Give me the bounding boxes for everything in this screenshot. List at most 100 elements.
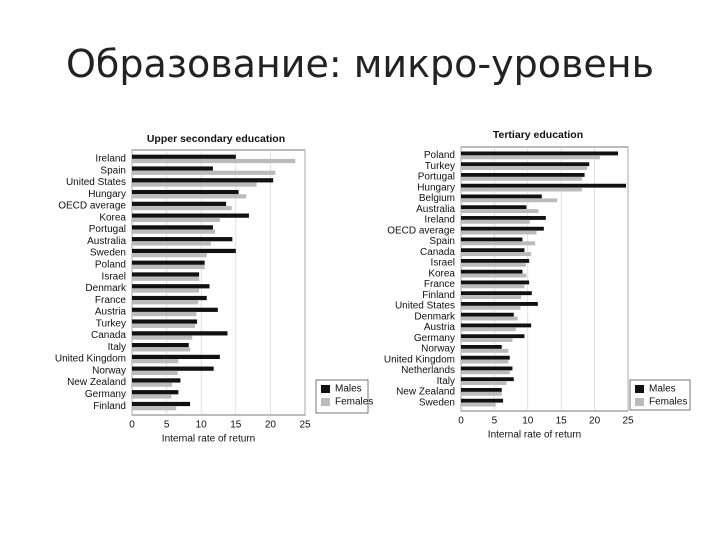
bar	[461, 219, 530, 224]
bar	[132, 276, 200, 281]
bar	[461, 305, 521, 310]
bar	[461, 194, 542, 199]
bar	[461, 269, 523, 274]
bar	[132, 288, 200, 293]
bar	[132, 370, 178, 376]
legend-label: Females	[649, 397, 687, 408]
x-tick-label: 0	[458, 416, 464, 427]
y-tick-label: New Zealand	[67, 377, 126, 388]
bar	[132, 154, 236, 159]
bar	[461, 187, 582, 192]
bar	[461, 316, 518, 321]
bar	[132, 194, 247, 199]
y-tick-label: United Kingdom	[55, 354, 126, 365]
y-tick-label: Portugal	[89, 224, 126, 235]
bar	[132, 311, 197, 317]
y-tick-label: Italy	[108, 342, 126, 353]
y-tick-label: Sweden	[419, 397, 455, 408]
bar	[461, 209, 539, 213]
x-axis-label: Internal rate of return	[162, 434, 255, 445]
bar	[461, 237, 523, 242]
bar	[132, 170, 276, 175]
bar	[461, 226, 544, 231]
x-tick-label: 5	[492, 416, 498, 427]
bar	[132, 158, 296, 164]
y-tick-label: United Kingdom	[384, 354, 455, 365]
bar	[461, 402, 496, 407]
y-tick-label: Ireland	[95, 154, 126, 165]
y-tick-label: Korea	[428, 268, 455, 279]
bar	[461, 176, 582, 181]
bar	[132, 253, 207, 258]
bar	[132, 178, 274, 183]
bar	[461, 388, 502, 392]
bar	[132, 343, 189, 348]
bar	[461, 205, 527, 210]
bar	[132, 300, 199, 305]
bar	[461, 155, 600, 160]
y-tick-label: United States	[395, 301, 455, 312]
bar	[132, 323, 195, 328]
bar	[461, 259, 530, 263]
bar	[461, 280, 530, 285]
x-tick-label: 20	[265, 420, 277, 431]
bar	[132, 213, 249, 218]
legend-label: Males	[335, 384, 362, 395]
bar	[461, 295, 522, 299]
y-tick-label: Israel	[431, 258, 455, 269]
bar	[461, 291, 532, 296]
bar	[132, 272, 200, 277]
y-tick-label: Hungary	[88, 189, 126, 200]
bar	[461, 166, 588, 170]
bar	[461, 302, 538, 306]
bar	[461, 338, 513, 342]
y-tick-label: United States	[66, 177, 126, 188]
bar	[461, 366, 513, 371]
bar	[461, 359, 509, 364]
bar	[132, 182, 257, 187]
chart-title: Tertiary education	[493, 129, 583, 141]
x-tick-label: 10	[196, 420, 208, 431]
y-tick-label: Belgium	[419, 193, 455, 204]
x-tick-label: 15	[230, 420, 242, 431]
y-tick-label: Australia	[87, 236, 126, 247]
legend-label: Males	[649, 384, 676, 395]
bar	[132, 229, 216, 234]
legend-swatch	[321, 398, 330, 406]
bar	[132, 248, 236, 254]
bar	[132, 359, 179, 364]
bar	[132, 319, 198, 324]
bar	[461, 348, 509, 353]
bar	[132, 205, 232, 211]
bar	[461, 230, 537, 235]
legend-swatch	[635, 385, 644, 393]
bar	[132, 241, 211, 246]
bar	[461, 370, 510, 375]
y-tick-label: Canada	[91, 330, 126, 341]
x-tick-label: 25	[299, 420, 311, 431]
y-tick-label: Turkey	[425, 161, 455, 172]
bar	[461, 216, 546, 220]
y-tick-label: Israel	[102, 271, 126, 282]
bar	[461, 377, 514, 382]
bar	[132, 354, 220, 360]
y-tick-label: France	[95, 295, 127, 306]
y-tick-label: Korea	[99, 212, 126, 223]
bar	[132, 284, 210, 289]
y-tick-label: Austria	[424, 322, 456, 333]
chart-title: Upper secondary education	[147, 133, 285, 145]
y-tick-label: OECD average	[58, 201, 126, 212]
y-tick-label: Spain	[100, 165, 126, 176]
bar	[461, 173, 585, 177]
bar	[461, 345, 502, 349]
bar	[461, 262, 526, 267]
y-tick-label: Poland	[95, 259, 126, 270]
bar	[461, 198, 558, 203]
y-tick-label: Netherlands	[401, 365, 455, 376]
bar	[132, 225, 213, 230]
bar	[132, 401, 191, 407]
bar	[461, 355, 510, 360]
y-tick-label: France	[424, 279, 456, 290]
bar	[132, 378, 181, 383]
